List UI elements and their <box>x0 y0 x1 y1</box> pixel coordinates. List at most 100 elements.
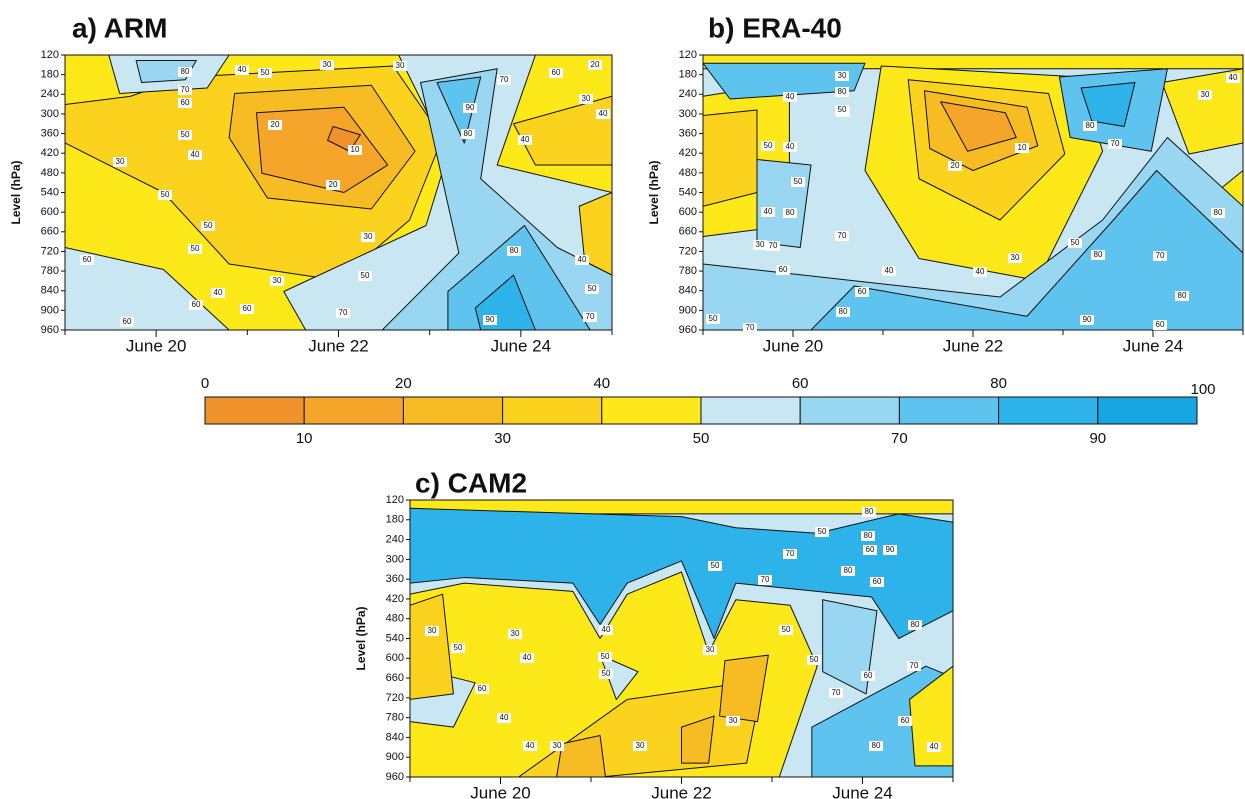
contour-label-bg <box>783 92 797 102</box>
contour-label-bg <box>791 177 805 187</box>
contour-label-bg <box>863 545 877 555</box>
y-tick-label: 780 <box>386 712 404 724</box>
contour-field <box>410 500 953 777</box>
contour-fill <box>578 192 612 276</box>
contour-label-bg <box>1175 291 1189 301</box>
y-axis-label: Level (hPa) <box>9 160 23 224</box>
x-tick-label: June 20 <box>126 336 187 355</box>
contour-label: 40 <box>578 255 587 264</box>
contour-label-bg <box>178 67 192 77</box>
contour-label: 90 <box>886 545 895 554</box>
contour-label-bg <box>201 221 215 231</box>
contour-label-bg <box>188 244 202 254</box>
y-tick-label: 120 <box>386 494 404 506</box>
y-tick-label: 660 <box>41 226 59 238</box>
contour-label: 40 <box>786 92 795 101</box>
contour-label: 60 <box>873 577 882 586</box>
contour-label-bg <box>80 255 94 265</box>
contour-label: 20 <box>951 161 960 170</box>
y-axis-label: Level (hPa) <box>354 606 368 670</box>
y-tick-label: 480 <box>679 167 697 179</box>
contour-label: 80 <box>1094 250 1103 259</box>
contour-label: 50 <box>711 561 720 570</box>
contour-label: 30 <box>511 629 520 638</box>
contour-label-bg <box>883 545 897 555</box>
contour-label-bg <box>235 65 249 75</box>
contour-label: 50 <box>602 669 611 678</box>
contour-label: 80 <box>872 741 881 750</box>
contour-label: 60 <box>1156 320 1165 329</box>
contour-label: 50 <box>782 625 791 634</box>
contour-label-bg <box>599 625 613 635</box>
x-tick-label: June 22 <box>308 336 369 355</box>
contour-label-bg <box>211 288 225 298</box>
contour-label: 50 <box>261 68 270 77</box>
y-tick-label: 240 <box>41 88 59 100</box>
contour-label-bg <box>270 276 284 286</box>
contour-label: 40 <box>191 150 200 159</box>
contour-label-bg <box>779 625 793 635</box>
contour-label-bg <box>336 308 350 318</box>
panel-title: c) CAM2 <box>415 467 527 498</box>
contour-fill <box>410 507 953 639</box>
contour-label-bg <box>973 267 987 277</box>
contour-label: 70 <box>769 241 778 250</box>
contour-label-bg <box>326 180 340 190</box>
contour-label-bg <box>1008 253 1022 263</box>
contour-fill <box>822 599 878 695</box>
contour-label-bg <box>882 266 896 276</box>
contour-label-bg <box>706 314 720 324</box>
contour-label-bg <box>178 85 192 95</box>
contour-label-bg <box>753 240 767 250</box>
contour-label: 40 <box>976 267 985 276</box>
contour-label: 60 <box>779 265 788 274</box>
contour-label-bg <box>758 575 772 585</box>
contour-label: 70 <box>586 312 595 321</box>
contour-label-bg <box>1226 73 1240 83</box>
contour-label-bg <box>1091 250 1105 260</box>
contour-label-bg <box>451 643 465 653</box>
colorbar-tick-label: 70 <box>891 430 908 447</box>
contour-label-bg <box>807 655 821 665</box>
y-tick-label: 240 <box>386 533 404 545</box>
contour-label: 60 <box>552 68 561 77</box>
y-tick-label: 180 <box>41 69 59 81</box>
panel-title: b) ERA-40 <box>708 12 842 43</box>
contour-label: 40 <box>930 742 939 751</box>
contour-label: 60 <box>901 716 910 725</box>
contour-label: 80 <box>464 129 473 138</box>
contour-label-bg <box>841 566 855 576</box>
colorbar-segment <box>601 396 702 425</box>
contour-label: 60 <box>858 287 867 296</box>
contour-label-bg <box>358 271 372 281</box>
contour-label-bg <box>861 531 875 541</box>
contour-label: 50 <box>709 314 718 323</box>
contour-label-bg <box>188 150 202 160</box>
contour-fill <box>410 593 454 700</box>
contour-label: 30 <box>729 716 738 725</box>
contour-fill <box>1080 82 1136 127</box>
y-tick-label: 600 <box>41 206 59 218</box>
contour-label-bg <box>633 741 647 751</box>
contour-label-bg <box>1153 320 1167 330</box>
contour-label: 30 <box>396 61 405 70</box>
contour-label-bg <box>1080 315 1094 325</box>
contour-label: 40 <box>523 653 532 662</box>
contour-label: 50 <box>794 177 803 186</box>
y-tick-label: 360 <box>679 127 697 139</box>
y-tick-label: 960 <box>386 771 404 783</box>
contour-label: 50 <box>601 652 610 661</box>
y-tick-label: 360 <box>41 127 59 139</box>
contour-label: 70 <box>746 323 755 332</box>
colorbar-tick-label: 50 <box>693 430 710 447</box>
y-tick-label: 540 <box>386 632 404 644</box>
contour-label: 30 <box>323 60 332 69</box>
contour-label-bg <box>461 129 475 139</box>
contour-label-bg <box>475 684 489 694</box>
contour-label: 40 <box>1229 73 1238 82</box>
colorbar-tick-label: 80 <box>990 375 1007 392</box>
contour-label-bg <box>829 688 843 698</box>
contour-label-bg <box>1015 143 1029 153</box>
x-tick-label: June 20 <box>470 783 531 799</box>
contour-fill <box>255 106 389 193</box>
